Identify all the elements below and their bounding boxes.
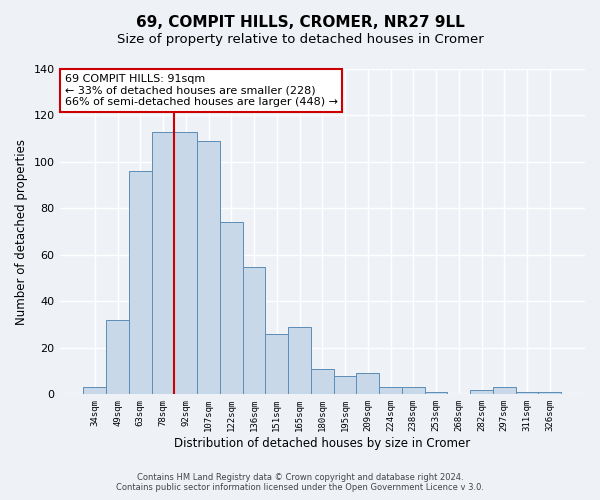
Bar xyxy=(265,334,288,394)
Text: 69 COMPIT HILLS: 91sqm
← 33% of detached houses are smaller (228)
66% of semi-de: 69 COMPIT HILLS: 91sqm ← 33% of detached… xyxy=(65,74,338,107)
Bar xyxy=(106,320,129,394)
Bar xyxy=(175,132,197,394)
Bar xyxy=(402,388,425,394)
Bar xyxy=(538,392,561,394)
Bar xyxy=(220,222,242,394)
X-axis label: Distribution of detached houses by size in Cromer: Distribution of detached houses by size … xyxy=(174,437,470,450)
Bar xyxy=(493,388,515,394)
Bar xyxy=(425,392,448,394)
Bar xyxy=(197,141,220,395)
Text: Size of property relative to detached houses in Cromer: Size of property relative to detached ho… xyxy=(116,32,484,46)
Y-axis label: Number of detached properties: Number of detached properties xyxy=(15,138,28,324)
Text: 69, COMPIT HILLS, CROMER, NR27 9LL: 69, COMPIT HILLS, CROMER, NR27 9LL xyxy=(136,15,464,30)
Bar xyxy=(83,388,106,394)
Bar xyxy=(288,327,311,394)
Bar xyxy=(470,390,493,394)
Bar xyxy=(334,376,356,394)
Bar xyxy=(242,266,265,394)
Bar xyxy=(515,392,538,394)
Bar xyxy=(356,374,379,394)
Text: Contains HM Land Registry data © Crown copyright and database right 2024.
Contai: Contains HM Land Registry data © Crown c… xyxy=(116,473,484,492)
Bar xyxy=(152,132,175,394)
Bar xyxy=(311,369,334,394)
Bar xyxy=(379,388,402,394)
Bar xyxy=(129,171,152,394)
